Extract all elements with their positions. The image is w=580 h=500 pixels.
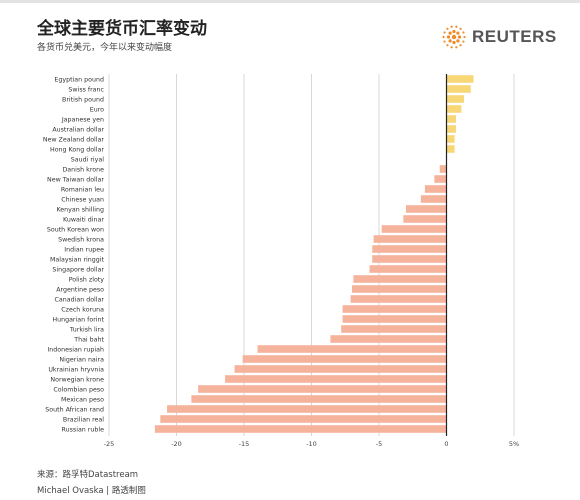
category-label: Czech koruna xyxy=(61,306,104,313)
category-label: Kenyan shilling xyxy=(56,206,104,213)
bar xyxy=(403,215,447,223)
bar xyxy=(446,135,455,143)
category-label: Romanian leu xyxy=(61,186,104,193)
category-label: Nigerian naira xyxy=(59,356,104,363)
source-note: 来源：路孚特Datastream xyxy=(37,470,139,480)
category-label: Saudi riyal xyxy=(71,156,105,163)
bar xyxy=(352,285,447,293)
category-label: Kuwaiti dinar xyxy=(63,216,104,223)
bar xyxy=(439,165,447,173)
category-label: Swiss franc xyxy=(68,86,104,93)
bar xyxy=(342,305,447,313)
bar xyxy=(198,385,447,393)
bar xyxy=(369,265,447,273)
category-label: Russian ruble xyxy=(62,426,105,433)
chart-title: 全球主要货币汇率变动 xyxy=(37,19,207,39)
category-label: Swedish krona xyxy=(58,236,104,243)
category-label: Ukrainian hryvnia xyxy=(48,366,104,373)
category-label: Hong Kong dollar xyxy=(50,146,104,153)
bar xyxy=(446,105,462,113)
x-tick-label: -20 xyxy=(171,440,182,448)
bar-chart: -25 -20 -15 -10 -5 0 5% Egyptian pound Swiss fra… xyxy=(43,74,519,448)
bar xyxy=(420,195,447,203)
category-label: Brazilian real xyxy=(63,416,104,423)
bar xyxy=(372,245,447,253)
bar xyxy=(381,225,447,233)
category-label: Canadian dollar xyxy=(55,296,105,303)
x-tick-label: -15 xyxy=(239,440,250,448)
bar xyxy=(446,75,474,83)
logo-text: REUTERS xyxy=(472,27,557,46)
x-tick-label: -10 xyxy=(306,440,317,448)
bar xyxy=(342,315,447,323)
bar xyxy=(446,95,465,103)
category-label: Hungarian forint xyxy=(52,316,104,323)
category-label: Colombian peso xyxy=(53,386,104,393)
bar xyxy=(353,275,447,283)
category-label: Japanese yen xyxy=(61,116,104,123)
category-label: Singapore dollar xyxy=(52,266,104,273)
x-tick-label: 5% xyxy=(509,440,519,448)
bar xyxy=(341,325,447,333)
category-label: Egyptian pound xyxy=(54,76,104,83)
bar xyxy=(372,255,447,263)
bar xyxy=(225,375,447,383)
top-rule xyxy=(0,0,580,3)
bar xyxy=(424,185,447,193)
bar xyxy=(446,85,471,93)
category-label: Danish krone xyxy=(62,166,104,173)
category-label: Euro xyxy=(90,106,104,113)
bar xyxy=(446,145,455,153)
bar xyxy=(350,295,447,303)
bar xyxy=(234,365,447,373)
bar xyxy=(257,345,447,353)
reuters-logo: REUTERS xyxy=(441,24,557,50)
bar xyxy=(242,355,447,363)
x-tick-label: -25 xyxy=(104,440,115,448)
bar xyxy=(406,205,447,213)
chart-subtitle: 各货币兑美元，今年以来变动幅度 xyxy=(37,43,173,53)
credit-note: Michael Ovaska | 路透制图 xyxy=(37,486,146,496)
category-label: Australian dollar xyxy=(52,126,104,133)
category-label: Mexican peso xyxy=(61,396,104,403)
category-label: New Zealand dollar xyxy=(43,136,105,143)
category-label: South Korean won xyxy=(47,226,104,233)
category-label: South African rand xyxy=(45,406,104,413)
category-label: Indian rupee xyxy=(64,246,104,253)
category-label: New Taiwan dollar xyxy=(47,176,104,183)
category-label: Chinese yuan xyxy=(61,196,104,203)
category-label: Argentine peso xyxy=(56,286,104,293)
bar xyxy=(160,415,447,423)
category-label: Norwegian krone xyxy=(50,376,104,383)
bar xyxy=(167,405,447,413)
bar xyxy=(446,125,456,133)
bar xyxy=(446,115,456,123)
category-label: Malaysian ringgit xyxy=(50,256,105,263)
bar xyxy=(373,235,447,243)
category-label: Turkish lira xyxy=(69,326,104,333)
x-tick-label: -5 xyxy=(376,440,382,448)
reuters-dots-icon xyxy=(442,25,466,49)
category-label: Thai baht xyxy=(73,336,104,343)
category-label: British pound xyxy=(62,96,104,103)
bar xyxy=(434,175,447,183)
x-tick-label: 0 xyxy=(444,440,448,448)
bar xyxy=(154,425,447,433)
bar xyxy=(191,395,447,403)
category-label: Indonesian rupiah xyxy=(47,346,104,353)
category-label: Polish zloty xyxy=(69,276,105,283)
bar xyxy=(330,335,447,343)
